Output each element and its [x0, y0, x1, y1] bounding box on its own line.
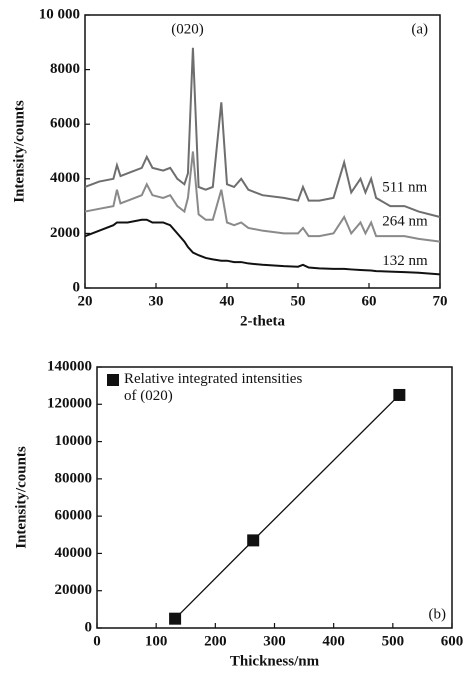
plot-frame: [84, 14, 441, 289]
y-tick-label: 0: [85, 619, 93, 635]
y-tick-label: 2000: [50, 225, 80, 241]
annotation: (a): [411, 21, 428, 37]
y-tick-label: 0: [73, 279, 81, 295]
x-tick-label: 300: [263, 633, 286, 649]
series-line: [174, 394, 400, 620]
y-tick-label: 10000: [55, 433, 93, 449]
x-tick-label: 60: [362, 293, 377, 309]
legend-swatch: [107, 374, 119, 386]
marker: [393, 388, 406, 401]
x-axis-label: 2-theta: [240, 313, 285, 329]
series-line: [84, 151, 441, 243]
x-tick-label: 20: [78, 293, 93, 309]
y-axis-label: Intensity/counts: [11, 100, 27, 203]
y-tick-label: 8000: [50, 61, 80, 77]
y-tick-label: 80000: [55, 470, 93, 486]
y-tick-label: 6000: [50, 116, 80, 132]
series-label: 132 nm: [382, 253, 428, 269]
annotation: (b): [429, 606, 447, 622]
y-tick-label: 20000: [55, 582, 93, 598]
x-tick-label: 70: [433, 293, 448, 309]
y-axis-label: Intensity/counts: [13, 446, 29, 549]
legend-text: Relative integrated intensities of (020): [124, 371, 303, 404]
x-tick-label: 0: [93, 633, 101, 649]
x-tick-label: 30: [149, 293, 164, 309]
y-tick-label: 4000: [50, 170, 80, 186]
series-line: [84, 218, 441, 276]
x-tick-label: 400: [322, 633, 345, 649]
marker: [247, 534, 260, 547]
legend: Relative integrated intensities of (020): [103, 371, 343, 405]
series-label: 264 nm: [382, 214, 428, 230]
x-tick-label: 600: [441, 633, 464, 649]
x-tick-label: 500: [382, 633, 405, 649]
annotation: (020): [171, 21, 204, 37]
x-tick-label: 40: [220, 293, 235, 309]
x-axis-label: Thickness/nm: [230, 653, 320, 669]
x-tick-label: 50: [291, 293, 306, 309]
y-tick-label: 40000: [55, 545, 93, 561]
series-line: [84, 47, 441, 218]
marker: [169, 612, 182, 625]
x-tick-label: 200: [204, 633, 227, 649]
y-tick-label: 140000: [47, 358, 92, 374]
y-tick-label: 120000: [47, 396, 92, 412]
y-tick-label: 60000: [55, 508, 93, 524]
series-label: 511 nm: [382, 180, 427, 196]
legend-box: Relative integrated intensities of (020): [103, 371, 343, 405]
x-tick-label: 100: [145, 633, 168, 649]
y-tick-label: 10 000: [39, 6, 80, 22]
